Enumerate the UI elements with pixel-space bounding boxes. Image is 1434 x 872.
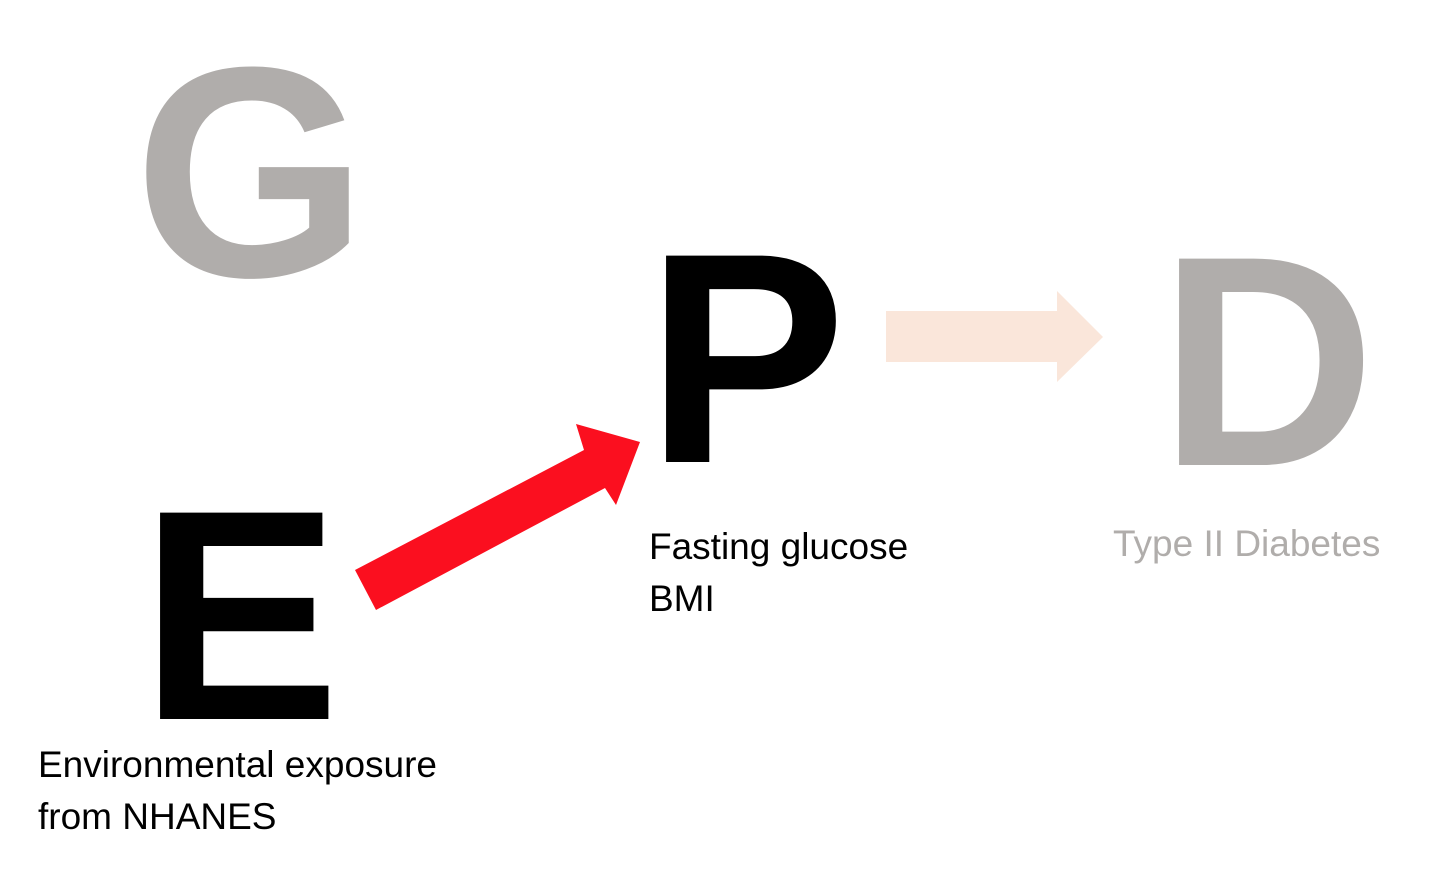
arrow-phenotype-to-disease [886,291,1103,382]
exposure-caption: Environmental exposure from NHANES [38,739,437,843]
node-disease-letter: D [1159,193,1376,529]
phenotype-caption: Fasting glucose BMI [649,521,908,625]
exposure-caption-line-1: Environmental exposure [38,744,437,785]
node-exposure-letter: E [140,447,341,783]
disease-caption-line-1: Type II Diabetes [1113,523,1381,564]
phenotype-caption-line-1: Fasting glucose [649,526,909,567]
disease-caption: Type II Diabetes [1113,518,1380,570]
node-genetics-letter: G [134,4,368,340]
phenotype-caption-line-2: BMI [649,578,715,619]
arrow-exposure-to-phenotype [355,424,640,610]
node-phenotype-letter: P [646,190,847,526]
exposure-caption-line-2: from NHANES [38,796,277,837]
